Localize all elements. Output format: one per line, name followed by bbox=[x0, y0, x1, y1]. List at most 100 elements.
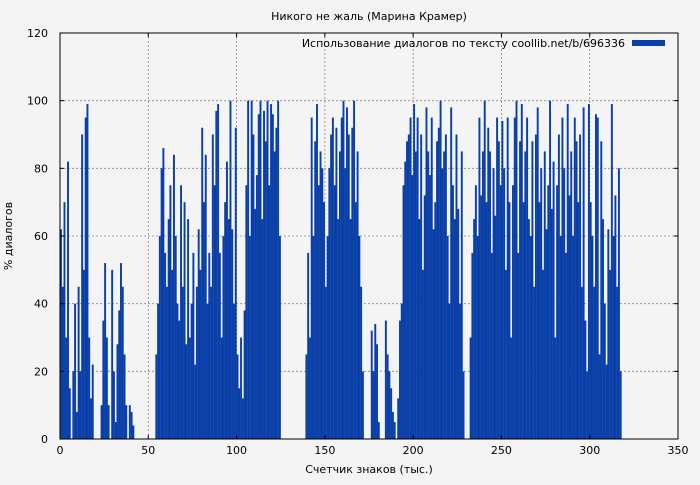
bar bbox=[187, 219, 190, 439]
bar bbox=[204, 154, 207, 440]
bar bbox=[264, 141, 267, 439]
bar bbox=[436, 141, 439, 439]
bar bbox=[473, 219, 476, 439]
bar bbox=[427, 151, 430, 440]
bar bbox=[570, 151, 573, 440]
bar bbox=[497, 141, 500, 439]
bar bbox=[503, 168, 506, 439]
bar bbox=[434, 202, 437, 439]
bar bbox=[240, 337, 243, 439]
bar bbox=[123, 354, 126, 439]
bar bbox=[180, 185, 182, 439]
bar bbox=[393, 422, 396, 439]
bar bbox=[125, 405, 128, 439]
bar bbox=[331, 117, 334, 439]
bar bbox=[217, 104, 220, 440]
bar bbox=[192, 252, 195, 439]
bar bbox=[316, 104, 318, 440]
bar bbox=[321, 168, 324, 439]
bar bbox=[91, 364, 94, 439]
bar bbox=[554, 337, 557, 439]
bar bbox=[121, 286, 124, 439]
bar bbox=[114, 422, 117, 439]
bar bbox=[77, 286, 80, 439]
bar bbox=[609, 269, 612, 439]
bar bbox=[540, 168, 543, 439]
bar bbox=[218, 252, 221, 439]
bar bbox=[610, 104, 613, 440]
bar bbox=[340, 117, 343, 439]
bar bbox=[188, 337, 191, 439]
bar bbox=[572, 236, 574, 439]
x-tick-label: 200 bbox=[403, 444, 424, 457]
bar bbox=[524, 151, 527, 440]
bar bbox=[206, 303, 209, 439]
bar bbox=[568, 195, 571, 439]
bar bbox=[485, 202, 488, 439]
y-tick-label: 120 bbox=[27, 27, 48, 40]
bar bbox=[342, 100, 345, 440]
bar bbox=[448, 303, 451, 439]
bar bbox=[157, 303, 160, 439]
bar bbox=[128, 405, 131, 439]
legend-swatch bbox=[632, 40, 665, 46]
bar bbox=[225, 161, 228, 439]
bar bbox=[455, 134, 458, 439]
bar bbox=[390, 388, 393, 439]
bar bbox=[557, 134, 560, 439]
bar bbox=[229, 100, 232, 440]
bar bbox=[441, 168, 444, 439]
bar bbox=[409, 117, 412, 439]
bar bbox=[545, 229, 548, 439]
bar bbox=[453, 219, 456, 439]
bar bbox=[203, 202, 205, 439]
bar bbox=[271, 114, 274, 439]
x-tick-label: 50 bbox=[141, 444, 155, 457]
bar bbox=[190, 303, 193, 439]
bar bbox=[176, 303, 179, 439]
bar bbox=[526, 117, 529, 439]
bar bbox=[337, 219, 340, 439]
bar bbox=[605, 364, 608, 439]
bar bbox=[480, 195, 483, 439]
bar bbox=[543, 151, 546, 440]
bar bbox=[414, 151, 417, 440]
bar bbox=[263, 110, 265, 439]
bar bbox=[120, 263, 122, 439]
bar bbox=[587, 104, 590, 440]
bar bbox=[402, 185, 405, 439]
bar bbox=[160, 168, 163, 439]
bar bbox=[522, 202, 525, 439]
bar bbox=[386, 354, 389, 439]
bar bbox=[595, 114, 597, 439]
bar bbox=[351, 127, 354, 439]
bar bbox=[211, 134, 214, 439]
bar bbox=[388, 371, 391, 439]
bar bbox=[451, 185, 454, 439]
bar bbox=[132, 425, 135, 439]
bar bbox=[589, 202, 592, 439]
bar bbox=[277, 100, 280, 440]
bar bbox=[404, 161, 407, 439]
bar bbox=[538, 202, 541, 439]
bar bbox=[575, 141, 578, 439]
bar bbox=[360, 286, 363, 439]
bar bbox=[105, 337, 108, 439]
bar bbox=[370, 330, 373, 439]
bar bbox=[102, 320, 105, 439]
x-tick-label: 300 bbox=[579, 444, 600, 457]
bar bbox=[432, 229, 435, 439]
bar bbox=[489, 151, 491, 440]
bar bbox=[549, 100, 552, 440]
bar bbox=[598, 354, 601, 439]
bar bbox=[185, 344, 188, 439]
bar bbox=[100, 405, 103, 439]
bar bbox=[376, 344, 378, 439]
bar bbox=[586, 371, 589, 439]
bar bbox=[421, 269, 424, 439]
bar bbox=[201, 127, 204, 439]
bar bbox=[391, 411, 394, 439]
y-tick-label: 40 bbox=[34, 298, 48, 311]
bar bbox=[107, 405, 110, 439]
